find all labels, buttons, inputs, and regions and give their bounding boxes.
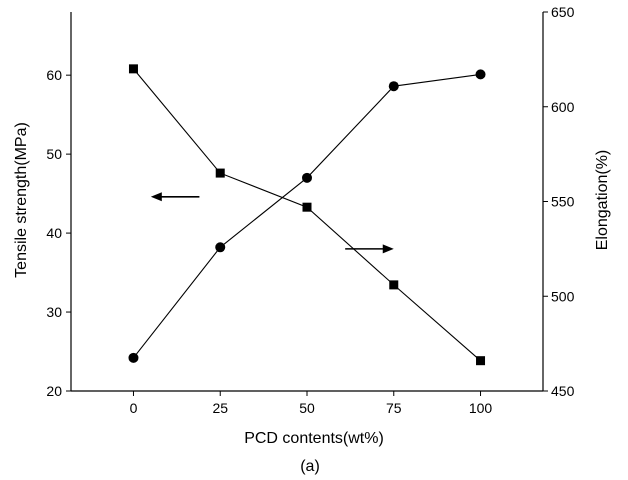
data-point-circle [388, 81, 399, 92]
series-layer [128, 64, 486, 366]
x-tick-label: 25 [212, 400, 228, 416]
y-tick-label-right: 600 [551, 99, 575, 115]
data-point-square [476, 356, 486, 366]
data-point-square [128, 64, 138, 74]
y-tick-label-right: 500 [551, 288, 575, 304]
y-tick-label-right: 450 [551, 383, 575, 399]
data-point-square [215, 168, 225, 178]
x-axis-title: PCD contents(wt%) [244, 430, 384, 447]
arrow-head [150, 192, 162, 202]
y-tick-label-right: 650 [551, 4, 575, 20]
y-tick-label-right: 550 [551, 194, 575, 210]
arrow-head [382, 244, 394, 254]
annotation-layer [150, 192, 394, 254]
plot-frame [70, 12, 544, 392]
y-axis-title-right: Elongation(%) [594, 150, 611, 251]
ticks-layer: 0 25 50 75 100 20 30 40 50 60 450 500 550 600 650 [46, 4, 574, 416]
data-point-square [302, 202, 312, 212]
axis-arrow-left [150, 192, 200, 202]
data-point-square [389, 280, 399, 290]
data-point-circle [128, 352, 139, 363]
data-point-circle [215, 242, 226, 253]
y-tick-label-left: 40 [46, 225, 62, 241]
x-tick-label: 100 [469, 400, 493, 416]
data-point-circle [475, 69, 486, 80]
y-tick-label-left: 60 [46, 67, 62, 83]
y-tick-label-left: 50 [46, 146, 62, 162]
series-line-right [133, 68, 481, 362]
y-axis-title-left: Tensile strength(MPa) [13, 122, 30, 278]
y-tick-label-left: 30 [46, 304, 62, 320]
x-tick-label: 50 [299, 400, 315, 416]
y-tick-label-left: 20 [46, 383, 62, 399]
axis-arrow-right [345, 244, 394, 254]
panel-label: (a) [300, 458, 320, 475]
x-tick-label: 75 [386, 400, 402, 416]
x-tick-label: 0 [130, 400, 138, 416]
data-point-circle [302, 172, 312, 183]
